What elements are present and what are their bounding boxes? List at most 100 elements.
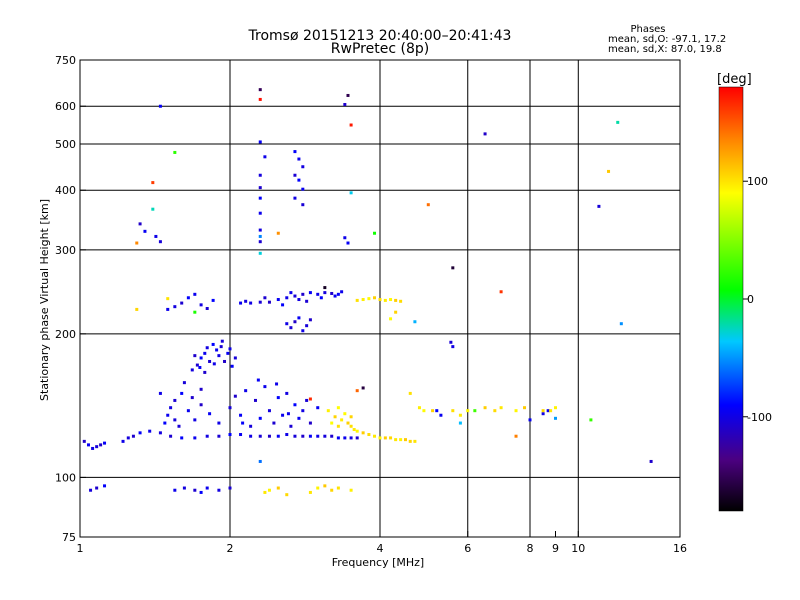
colorbar-tick-label: -100 xyxy=(747,411,772,424)
data-point xyxy=(276,486,280,490)
stats-heading: Phases xyxy=(630,24,665,35)
data-point xyxy=(166,297,170,301)
data-point xyxy=(483,406,487,410)
data-point xyxy=(301,165,305,169)
data-point xyxy=(228,347,232,351)
data-point xyxy=(355,429,359,433)
data-point xyxy=(199,303,203,307)
x-tick-label: 8 xyxy=(527,542,534,555)
data-point xyxy=(549,409,553,413)
data-point xyxy=(239,301,243,305)
data-point xyxy=(244,389,248,393)
data-point xyxy=(305,398,309,402)
data-point xyxy=(143,229,147,233)
data-point xyxy=(403,438,407,442)
data-point xyxy=(285,493,289,497)
data-point xyxy=(361,386,365,390)
chart-title: Tromsø 20151213 20:40:00–20:41:43 xyxy=(248,28,512,44)
data-point xyxy=(103,484,107,488)
x-tick-label: 9 xyxy=(552,542,559,555)
data-point xyxy=(151,181,155,185)
data-point xyxy=(408,391,412,395)
y-tick-label: 500 xyxy=(55,138,76,151)
data-point xyxy=(223,359,227,363)
data-point xyxy=(349,436,353,440)
data-point xyxy=(281,303,285,307)
data-point xyxy=(367,297,371,301)
colorbar xyxy=(718,86,744,512)
data-point xyxy=(263,155,267,159)
data-point xyxy=(597,204,601,208)
data-point xyxy=(258,186,262,190)
data-point xyxy=(458,421,462,425)
data-point xyxy=(158,104,162,108)
data-point xyxy=(330,291,334,295)
data-point xyxy=(413,439,417,443)
data-point xyxy=(316,406,320,410)
data-point xyxy=(383,436,387,440)
data-point xyxy=(323,291,327,295)
data-point xyxy=(297,298,301,302)
data-point xyxy=(263,385,267,389)
data-point xyxy=(203,370,207,374)
data-point xyxy=(499,290,503,294)
data-point xyxy=(217,354,221,358)
data-point xyxy=(138,222,142,226)
data-point xyxy=(258,459,262,463)
data-point xyxy=(99,443,103,447)
data-point xyxy=(293,173,297,177)
stats-line-o: mean, sd,O: -97.1, 17.2 xyxy=(608,34,726,45)
data-point xyxy=(289,326,293,330)
data-point xyxy=(258,434,262,438)
data-point xyxy=(336,486,340,490)
data-point xyxy=(263,490,267,494)
data-point xyxy=(378,298,382,302)
data-point xyxy=(308,421,312,425)
data-point xyxy=(378,436,382,440)
data-point xyxy=(217,488,221,492)
data-point xyxy=(316,434,320,438)
data-point xyxy=(258,240,262,244)
data-point xyxy=(319,296,323,300)
data-point xyxy=(267,409,271,413)
colorbar-label: [deg] xyxy=(717,72,752,87)
data-point xyxy=(349,123,353,127)
data-point xyxy=(394,310,398,314)
data-point xyxy=(275,382,279,386)
data-point xyxy=(352,428,356,432)
data-point xyxy=(349,488,353,492)
data-point xyxy=(285,322,289,326)
data-point xyxy=(203,351,207,355)
data-point xyxy=(286,412,290,416)
data-point xyxy=(449,340,453,344)
data-point xyxy=(301,187,305,191)
data-point xyxy=(249,424,253,428)
data-point xyxy=(330,434,334,438)
data-point xyxy=(293,196,297,200)
data-point xyxy=(208,412,212,416)
x-axis-label: Frequency [MHz] xyxy=(332,556,424,569)
data-point xyxy=(589,418,593,422)
data-point xyxy=(297,316,301,320)
data-point xyxy=(285,391,289,395)
data-point xyxy=(173,305,177,309)
data-point xyxy=(182,381,186,385)
data-point xyxy=(333,415,337,419)
data-point xyxy=(239,413,243,417)
data-point xyxy=(199,403,203,407)
y-tick-label: 75 xyxy=(62,531,76,544)
data-point xyxy=(541,412,545,416)
data-point xyxy=(451,345,455,349)
colorbar-tick-label: 100 xyxy=(747,175,768,188)
data-point xyxy=(258,97,262,101)
x-tick-label: 2 xyxy=(227,542,234,555)
data-point xyxy=(546,409,550,413)
data-point xyxy=(258,211,262,215)
data-point xyxy=(276,434,280,438)
y-tick-label: 200 xyxy=(55,328,76,341)
data-point xyxy=(193,310,197,314)
data-point xyxy=(493,409,497,413)
data-point xyxy=(301,203,305,207)
data-point xyxy=(541,409,545,413)
data-point xyxy=(431,409,435,413)
